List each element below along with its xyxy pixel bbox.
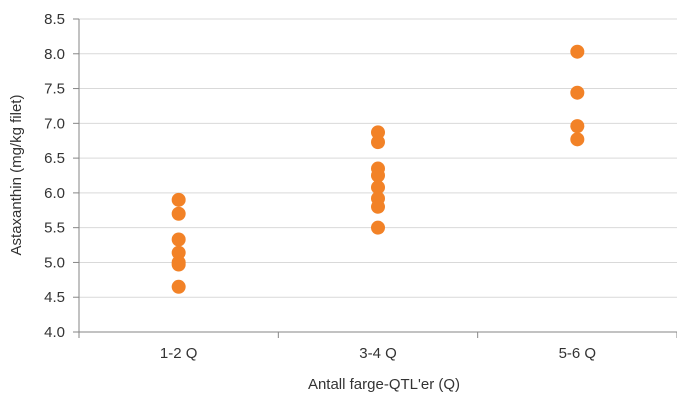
data-point: [171, 245, 186, 260]
y-tick-label: 8.0: [44, 46, 65, 63]
data-point: [171, 232, 186, 247]
data-point: [371, 135, 385, 150]
data-point: [171, 192, 186, 207]
axes: [73, 18, 677, 338]
y-axis-label: Astaxanthin (mg/kg filet): [8, 95, 25, 256]
data-point: [171, 206, 186, 221]
y-tick-label: 4.0: [44, 324, 65, 341]
data-point: [570, 132, 585, 147]
data-points: [171, 44, 585, 294]
data-point: [171, 257, 186, 272]
x-tick-label: 5-6 Q: [559, 345, 597, 362]
data-point: [171, 279, 186, 294]
data-point: [371, 199, 385, 214]
y-tick-labels: 4.0 4.5 5.0 5.5 6.0 6.5 7.0 7.5 8.0 8.5: [44, 11, 65, 341]
data-point: [570, 119, 585, 134]
y-tick-label: 7.0: [44, 115, 65, 132]
data-point: [371, 220, 385, 235]
x-tick-label: 3-4 Q: [359, 345, 397, 362]
data-point: [371, 168, 385, 183]
data-point: [570, 44, 585, 59]
y-tick-label: 8.5: [44, 11, 65, 28]
data-point: [570, 85, 585, 100]
y-tick-label: 7.5: [44, 81, 65, 98]
gridlines: [79, 18, 677, 298]
data-point: [371, 180, 385, 195]
y-tick-label: 5.5: [44, 220, 65, 237]
y-tick-label: 5.0: [44, 254, 65, 271]
data-point: [371, 125, 385, 140]
x-axis-label: Antall farge-QTL'er (Q): [308, 376, 460, 393]
y-tick-label: 6.0: [44, 185, 65, 202]
x-tick-labels: 1-2 Q 3-4 Q 5-6 Q: [160, 345, 596, 362]
x-tick-label: 1-2 Q: [160, 345, 198, 362]
y-tick-label: 6.5: [44, 150, 65, 167]
y-tick-label: 4.5: [44, 289, 65, 306]
